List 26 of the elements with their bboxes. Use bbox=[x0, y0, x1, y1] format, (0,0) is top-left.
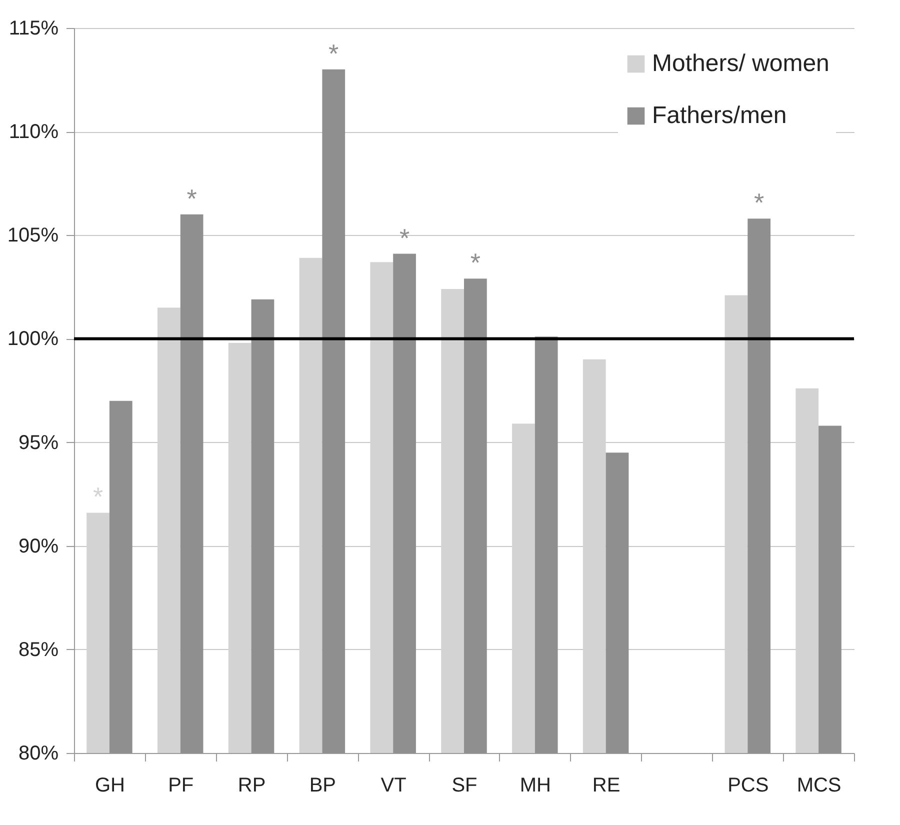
x-tick-label: PCS bbox=[728, 774, 769, 796]
annotation: * bbox=[328, 38, 339, 68]
y-tick-label: 90% bbox=[18, 535, 59, 558]
x-tick-label: RE bbox=[592, 774, 620, 796]
annotation: * bbox=[186, 183, 197, 214]
x-tick-label: PF bbox=[168, 774, 194, 796]
y-tick-label: 115% bbox=[8, 18, 59, 40]
annotation: * bbox=[92, 482, 104, 512]
x-tick-label: GH bbox=[94, 774, 125, 796]
annotation: * bbox=[399, 222, 410, 253]
x-tick-label: RP bbox=[238, 774, 266, 796]
x-tick-label: MH bbox=[520, 774, 551, 796]
x-tick-label: BP bbox=[309, 774, 336, 796]
y-tick-label: 110% bbox=[8, 121, 59, 144]
y-tick-label: 100% bbox=[7, 328, 59, 350]
legend-label: Mothers/ women bbox=[652, 50, 830, 77]
x-tick-label: VT bbox=[380, 774, 406, 796]
x-tick-label: MCS bbox=[796, 774, 842, 796]
y-tick-label: 80% bbox=[18, 742, 59, 764]
x-tick-label: SF bbox=[452, 774, 478, 796]
y-tick-label: 85% bbox=[18, 638, 59, 661]
legend-label: Fathers/men bbox=[652, 102, 787, 129]
y-tick-label: 95% bbox=[18, 432, 59, 454]
annotation: * bbox=[470, 248, 480, 278]
annotation: * bbox=[754, 188, 764, 218]
y-tick-label: 105% bbox=[7, 224, 59, 247]
